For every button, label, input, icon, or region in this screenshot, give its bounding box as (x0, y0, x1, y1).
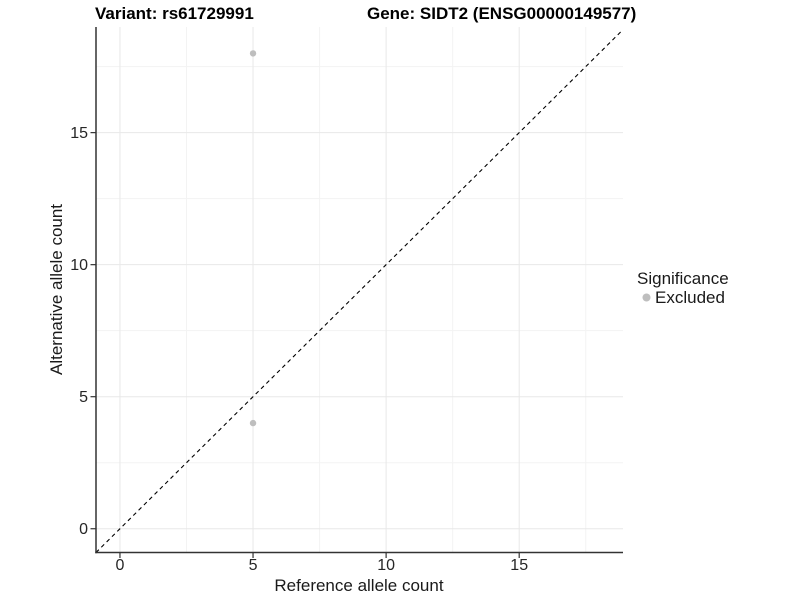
y-tick-label: 15 (70, 125, 88, 142)
x-tick-label: 10 (377, 557, 395, 574)
x-axis-ticks: 0 5 10 15 (116, 552, 528, 574)
gridlines-major (96, 27, 623, 553)
axis-lines-layer (95, 27, 623, 554)
y-tick-label: 0 (79, 521, 88, 538)
x-tick-label: 15 (510, 557, 528, 574)
y-axis-label: Alternative allele count (47, 204, 66, 375)
plot-title-variant: Variant: rs61729991 (95, 4, 254, 23)
legend-excluded-circle-icon (642, 293, 651, 302)
data-point (249, 419, 257, 427)
x-tick-label: 5 (249, 557, 258, 574)
x-tick-label: 0 (116, 557, 125, 574)
y-tick-label: 5 (79, 389, 88, 406)
y-tick-label: 10 (70, 257, 88, 274)
data-point (249, 50, 257, 57)
gridlines-minor (96, 27, 623, 553)
data-points-layer (249, 50, 257, 427)
identity-line-layer (95, 29, 624, 553)
legend: Significance Excluded (637, 269, 729, 307)
x-axis-label: Reference allele count (274, 576, 443, 595)
legend-title: Significance (637, 269, 729, 288)
y-axis-ticks: 0 5 10 15 (70, 125, 96, 538)
legend-label-excluded: Excluded (655, 288, 725, 307)
identity-line (95, 29, 624, 553)
plot-title-gene: Gene: SIDT2 (ENSG00000149577) (367, 4, 636, 23)
